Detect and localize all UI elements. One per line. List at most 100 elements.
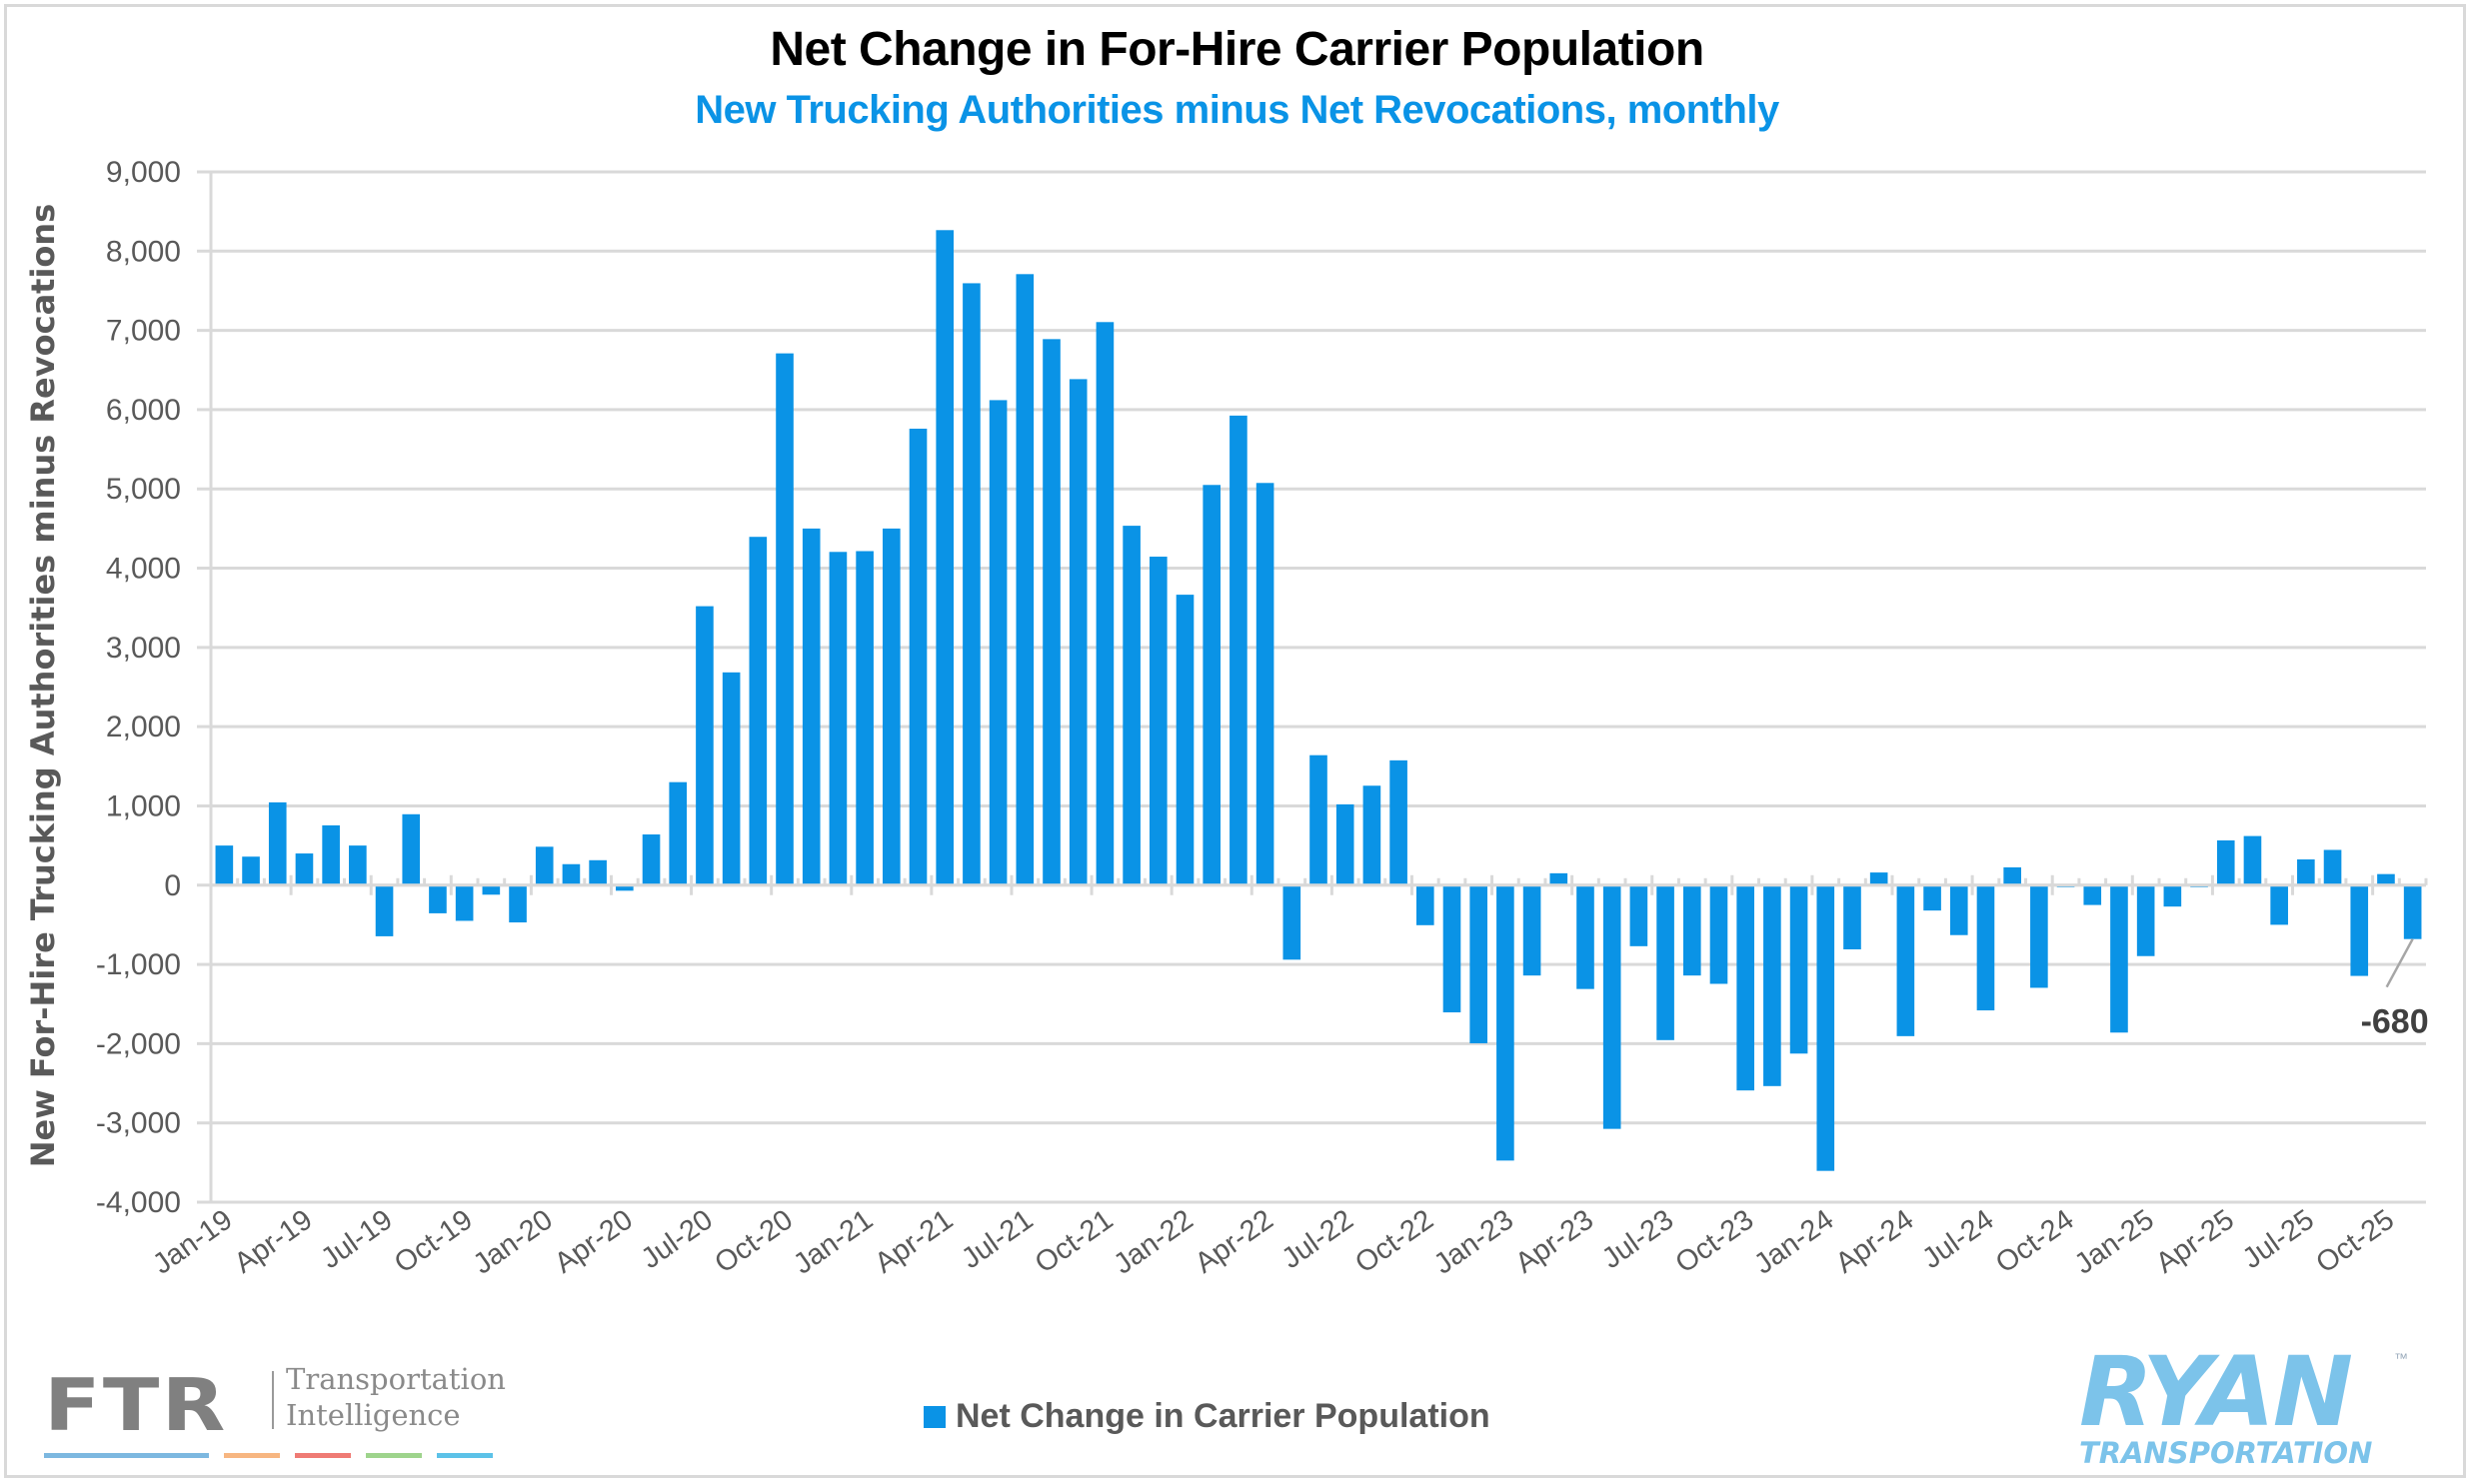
bar — [936, 230, 955, 885]
bar — [1576, 884, 1594, 989]
x-tick-label: Jan-25 — [2069, 1204, 2160, 1281]
bar — [295, 853, 314, 885]
bar — [1682, 884, 1701, 976]
bar — [455, 884, 474, 921]
annotations: -680 — [2361, 938, 2429, 1041]
bar — [1203, 485, 1222, 885]
bar — [1736, 884, 1754, 1091]
x-tick-label: Apr-19 — [229, 1204, 319, 1280]
data-label-leader-line — [2385, 938, 2414, 988]
bar — [2030, 884, 2048, 988]
bar — [2003, 866, 2021, 885]
bar — [2163, 884, 2182, 907]
bar — [2083, 884, 2102, 905]
bar — [2377, 873, 2395, 885]
bar — [1656, 884, 1674, 1040]
x-tick-label: Jul-25 — [2237, 1204, 2320, 1276]
bar — [2110, 884, 2128, 1033]
x-tick-label: Oct-20 — [709, 1204, 799, 1280]
ftr-logo-color-bar — [295, 1453, 351, 1458]
chart-subtitle: New Trucking Authorities minus Net Revoc… — [695, 88, 1779, 132]
bar — [1629, 884, 1648, 946]
ftr-logo-color-bars — [44, 1453, 504, 1458]
bar — [1415, 884, 1434, 925]
y-tick-label: 8,000 — [106, 235, 181, 268]
bar — [402, 813, 421, 885]
bar — [1442, 884, 1461, 1013]
ftr-logo-line1: Transportation — [286, 1362, 506, 1396]
x-tick-label: Jul-22 — [1276, 1204, 1359, 1276]
bar — [1602, 884, 1621, 1129]
bar — [1469, 884, 1487, 1043]
bar — [268, 801, 287, 885]
gridlines — [197, 170, 2426, 1204]
bar — [2350, 884, 2369, 976]
x-tick-label: Jan-22 — [1109, 1204, 1200, 1281]
y-tick-label: 7,000 — [106, 315, 181, 348]
bar — [2136, 884, 2155, 956]
bar — [2270, 884, 2288, 925]
bar — [749, 537, 768, 885]
bar — [1123, 526, 1141, 885]
bar — [2216, 839, 2235, 885]
bar — [696, 606, 714, 885]
y-tick-label: 5,000 — [106, 473, 181, 506]
y-tick-label: 4,000 — [106, 553, 181, 586]
bar — [1255, 483, 1274, 885]
x-axis-ticks: Jan-19Apr-19Jul-19Oct-19Jan-20Apr-20Jul-… — [147, 1204, 2400, 1281]
y-tick-label: -3,000 — [96, 1107, 181, 1140]
x-tick-label: Oct-19 — [389, 1204, 479, 1280]
bar — [1923, 884, 1941, 911]
bar — [215, 845, 234, 885]
bar — [482, 884, 501, 895]
chart-title: Net Change in For-Hire Carrier Populatio… — [770, 23, 1704, 76]
bar — [2323, 849, 2342, 885]
bar — [1362, 785, 1381, 885]
ftr-logo-mark: FTR — [44, 1363, 228, 1447]
bar — [963, 283, 981, 885]
bar — [856, 551, 874, 885]
y-tick-label: 0 — [164, 869, 181, 902]
ftr-logo-color-bar — [224, 1453, 280, 1458]
x-tick-label: Oct-23 — [1670, 1204, 1760, 1280]
x-tick-label: Oct-21 — [1030, 1204, 1120, 1280]
bar — [2243, 835, 2262, 885]
ftr-logo-separator — [272, 1371, 274, 1429]
bar — [1522, 884, 1541, 976]
bar — [375, 884, 394, 936]
y-tick-label: 6,000 — [106, 394, 181, 427]
bar — [1949, 884, 1968, 935]
x-tick-label: Jan-24 — [1748, 1204, 1839, 1281]
y-axis-label: New For-Hire Trucking Authorities minus … — [24, 204, 62, 1168]
y-tick-label: -1,000 — [96, 948, 181, 981]
x-tick-label: Jul-24 — [1916, 1204, 1999, 1276]
x-tick-label: Jul-20 — [636, 1204, 719, 1276]
bar — [669, 781, 688, 885]
bar — [1843, 884, 1861, 950]
ryan-logo-mark: RYAN — [2079, 1336, 2353, 1448]
x-tick-label: Apr-21 — [870, 1204, 960, 1280]
bar — [1176, 595, 1195, 885]
bar — [429, 884, 447, 913]
bar — [883, 528, 901, 885]
bar — [1789, 884, 1808, 1054]
bar — [1816, 884, 1835, 1171]
ryan-logo: RYAN ™ TRANSPORTATION — [2079, 1336, 2408, 1470]
y-tick-label: 9,000 — [106, 156, 181, 189]
x-tick-label: Oct-25 — [2310, 1204, 2400, 1280]
x-tick-label: Apr-23 — [1509, 1204, 1599, 1280]
legend-label: Net Change in Carrier Population — [956, 1397, 1490, 1435]
bar — [535, 846, 554, 885]
x-tick-label: Apr-25 — [2150, 1204, 2240, 1280]
bar — [1763, 884, 1781, 1086]
bar — [776, 353, 794, 885]
x-axis — [209, 874, 2428, 895]
legend-swatch — [924, 1405, 946, 1428]
ftr-logo-color-bar — [366, 1453, 422, 1458]
bar — [1282, 884, 1301, 960]
y-tick-label: 1,000 — [106, 789, 181, 822]
bar — [1043, 339, 1061, 885]
bar — [1096, 322, 1115, 885]
bar — [1069, 379, 1088, 885]
